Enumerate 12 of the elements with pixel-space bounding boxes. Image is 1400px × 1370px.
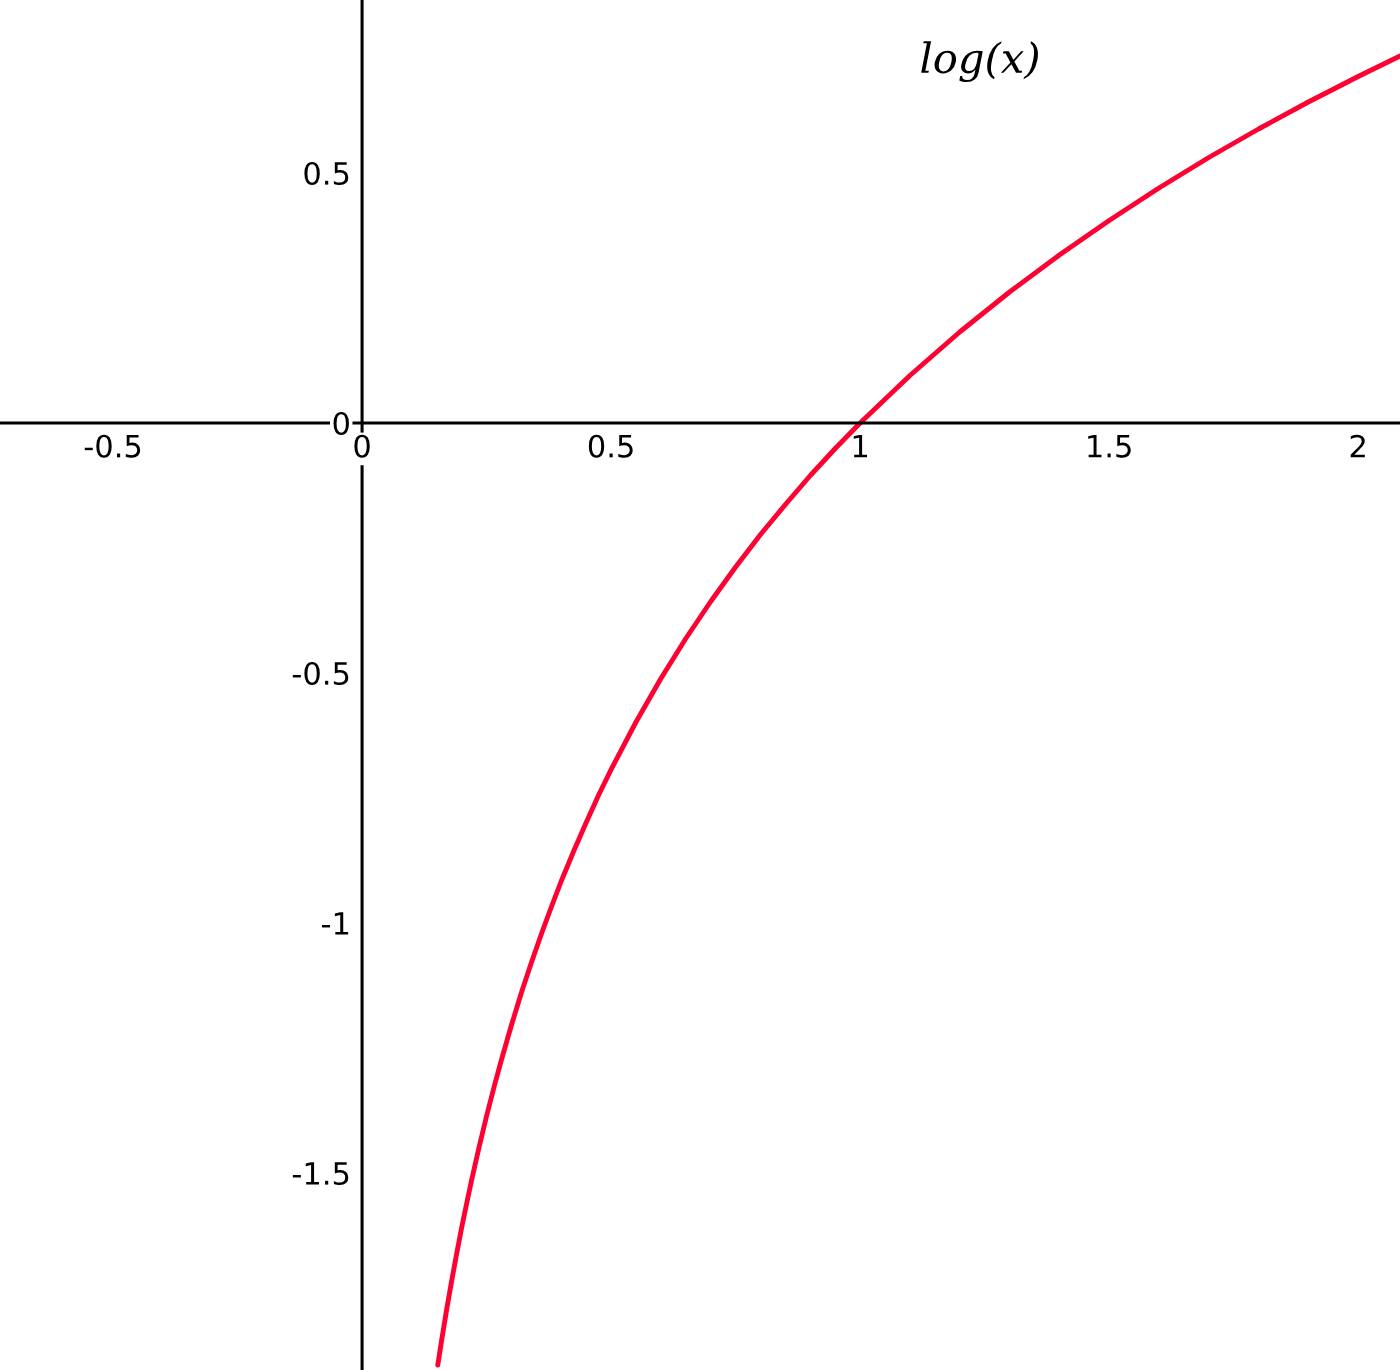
x-tick-label: 1.5 — [1088, 435, 1131, 458]
y-tick-label: -1 — [322, 912, 349, 935]
y-tick-label: -0.5 — [292, 661, 349, 686]
y-tick-label: 0 — [333, 411, 349, 436]
y-tick-label: -1.5 — [292, 1162, 349, 1186]
x-tick-label: 2 — [1350, 434, 1365, 458]
x-tick-label: 0 — [354, 434, 370, 458]
x-tick-label: 1 — [853, 435, 868, 458]
y-tick-label: 0.5 — [304, 161, 349, 186]
x-tick-label: -0.5 — [84, 434, 141, 458]
text: log(x) — [921, 41, 1038, 83]
x-tick-label: 0.5 — [588, 434, 633, 458]
